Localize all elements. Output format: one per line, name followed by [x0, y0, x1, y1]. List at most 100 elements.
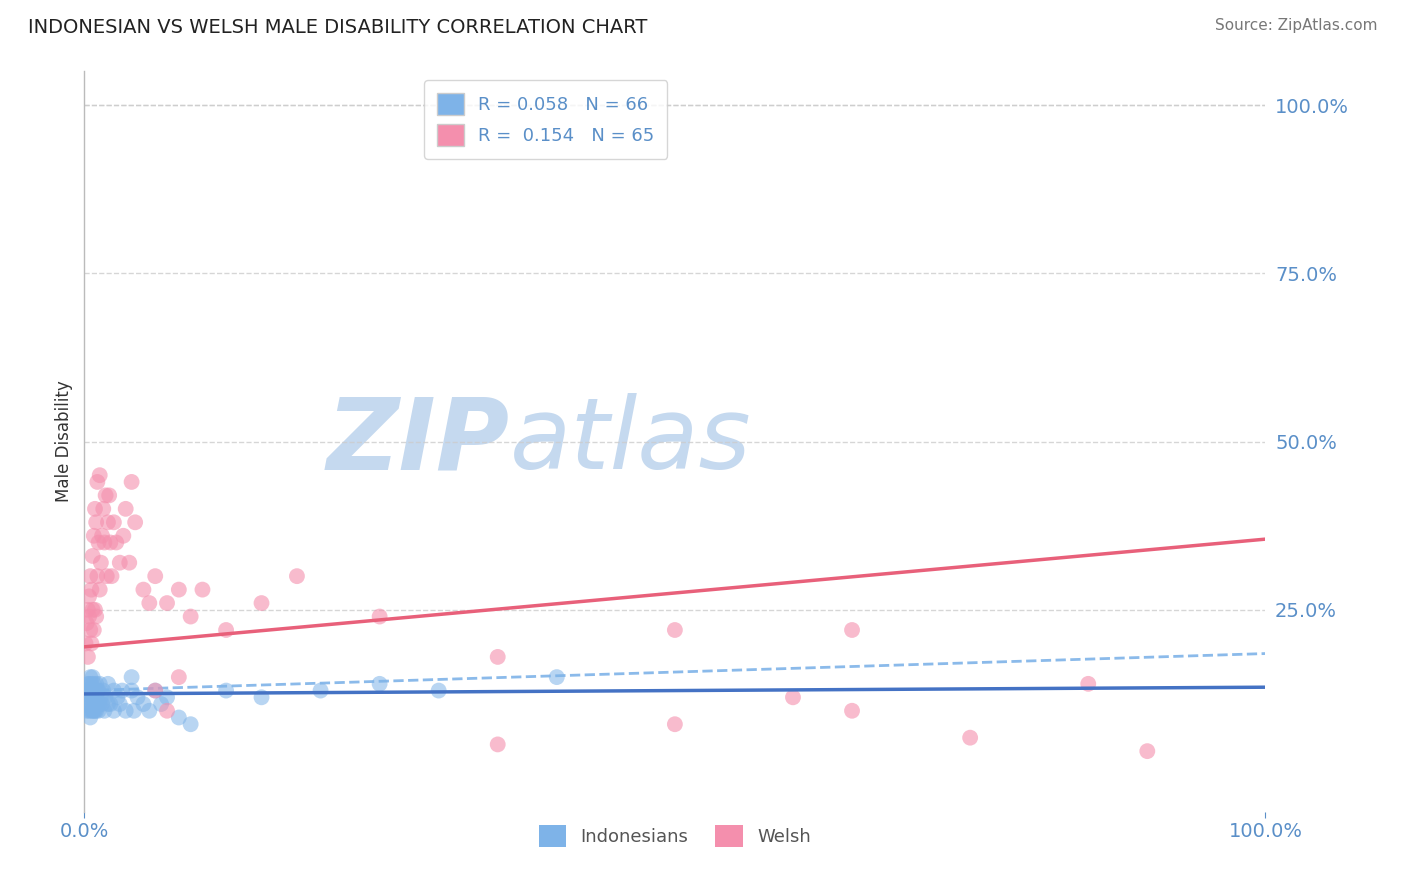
Point: [84, 677, 107, 691]
Point: [486, 738, 509, 752]
Point: [546, 670, 568, 684]
Point: [83, 677, 105, 691]
Point: [86, 683, 108, 698]
Point: [167, 670, 190, 684]
Point: [82, 683, 104, 698]
Point: [83, 623, 105, 637]
Point: [112, 529, 135, 543]
Point: [86, 569, 108, 583]
Point: [285, 569, 308, 583]
Point: [80, 677, 103, 691]
Point: [84, 683, 107, 698]
Point: [191, 582, 214, 597]
Point: [103, 704, 125, 718]
Point: [664, 623, 686, 637]
Point: [77, 704, 100, 718]
Point: [84, 697, 107, 711]
Point: [83, 704, 105, 718]
Point: [82, 690, 104, 705]
Point: [114, 704, 136, 718]
Point: [80, 690, 103, 705]
Point: [156, 596, 179, 610]
Point: [121, 683, 143, 698]
Point: [127, 690, 149, 705]
Point: [156, 704, 179, 718]
Point: [79, 670, 101, 684]
Point: [180, 609, 202, 624]
Point: [90, 556, 112, 570]
Point: [83, 529, 105, 543]
Point: [782, 690, 804, 705]
Point: [114, 501, 136, 516]
Point: [107, 690, 129, 705]
Point: [841, 623, 863, 637]
Point: [84, 690, 107, 705]
Point: [77, 609, 100, 624]
Point: [82, 670, 104, 684]
Point: [111, 683, 134, 698]
Point: [75, 636, 97, 650]
Point: [143, 683, 166, 698]
Point: [309, 683, 332, 698]
Point: [156, 690, 179, 705]
Point: [77, 697, 100, 711]
Text: ZIP: ZIP: [326, 393, 509, 490]
Point: [91, 529, 114, 543]
Point: [79, 683, 101, 698]
Point: [89, 677, 111, 691]
Point: [79, 623, 101, 637]
Point: [103, 516, 125, 530]
Point: [150, 697, 173, 711]
Point: [80, 704, 103, 718]
Point: [121, 670, 143, 684]
Point: [77, 690, 100, 705]
Point: [79, 569, 101, 583]
Point: [98, 697, 121, 711]
Point: [143, 569, 166, 583]
Point: [1077, 677, 1099, 691]
Point: [664, 717, 686, 731]
Point: [98, 488, 121, 502]
Point: [108, 556, 131, 570]
Point: [215, 683, 238, 698]
Point: [77, 683, 100, 698]
Point: [486, 649, 509, 664]
Point: [89, 468, 111, 483]
Point: [84, 704, 107, 718]
Point: [98, 535, 121, 549]
Point: [250, 596, 273, 610]
Text: atlas: atlas: [509, 393, 751, 490]
Point: [84, 704, 107, 718]
Point: [97, 516, 120, 530]
Point: [84, 603, 107, 617]
Point: [121, 475, 143, 489]
Point: [1136, 744, 1159, 758]
Point: [84, 501, 107, 516]
Point: [93, 704, 115, 718]
Point: [75, 690, 97, 705]
Point: [368, 609, 391, 624]
Point: [86, 475, 108, 489]
Point: [841, 704, 863, 718]
Point: [143, 683, 166, 698]
Point: [87, 704, 110, 718]
Point: [96, 569, 118, 583]
Point: [86, 697, 108, 711]
Point: [138, 704, 160, 718]
Point: [959, 731, 981, 745]
Point: [100, 569, 122, 583]
Point: [97, 697, 120, 711]
Point: [77, 649, 100, 664]
Point: [76, 683, 98, 698]
Point: [180, 717, 202, 731]
Point: [91, 501, 114, 516]
Point: [91, 697, 114, 711]
Y-axis label: Male Disability: Male Disability: [55, 381, 73, 502]
Point: [124, 516, 146, 530]
Point: [76, 616, 98, 631]
Point: [83, 690, 105, 705]
Point: [103, 683, 125, 698]
Point: [105, 535, 128, 549]
Text: Source: ZipAtlas.com: Source: ZipAtlas.com: [1215, 18, 1378, 33]
Point: [108, 697, 131, 711]
